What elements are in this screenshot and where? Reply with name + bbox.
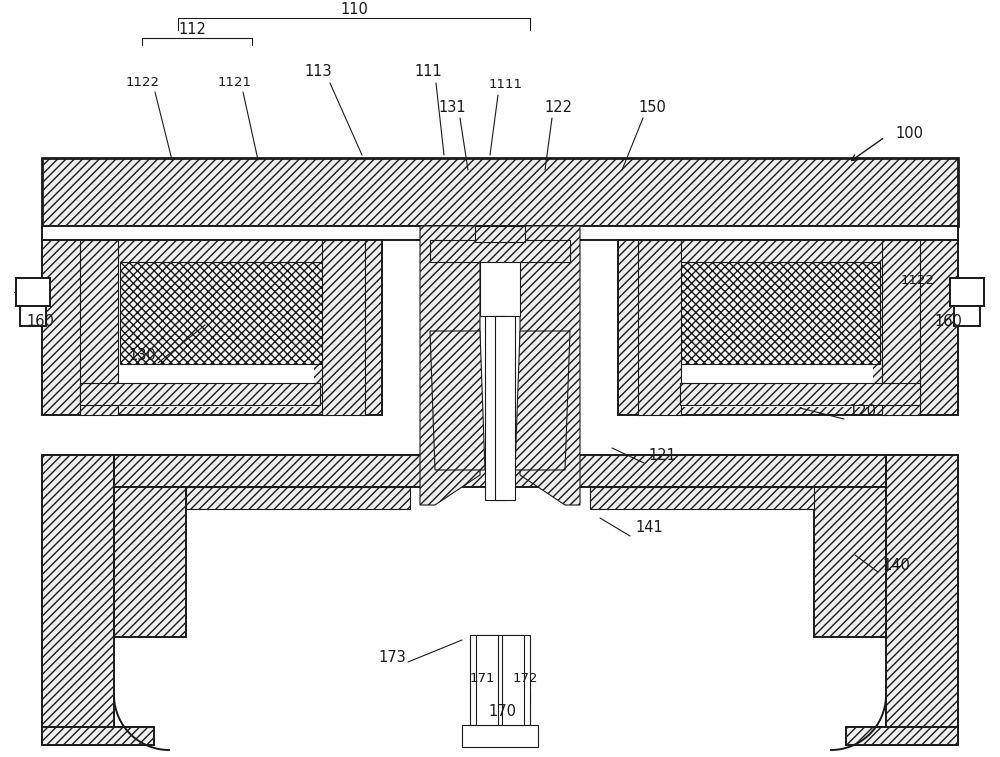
Text: 130: 130 <box>128 347 156 363</box>
Bar <box>590 487 814 509</box>
Bar <box>462 725 538 747</box>
Text: 141: 141 <box>635 521 663 535</box>
Bar <box>430 240 570 262</box>
Bar <box>120 262 344 364</box>
Text: 1122: 1122 <box>126 76 160 89</box>
Polygon shape <box>420 226 480 505</box>
Bar <box>618 240 958 415</box>
Text: 140: 140 <box>882 557 910 572</box>
Bar <box>480 226 520 316</box>
Polygon shape <box>430 331 485 470</box>
Bar <box>846 727 958 745</box>
Bar <box>475 226 525 242</box>
Bar <box>814 487 886 637</box>
Text: 1121: 1121 <box>218 76 252 89</box>
Text: 171: 171 <box>469 671 495 684</box>
Text: 100: 100 <box>895 126 923 141</box>
Text: 150: 150 <box>638 101 666 116</box>
Text: 1111: 1111 <box>489 79 523 92</box>
Text: 121: 121 <box>648 447 676 463</box>
Bar <box>502 635 524 725</box>
Text: 111: 111 <box>414 64 442 79</box>
Bar <box>42 240 382 415</box>
Bar <box>80 383 320 405</box>
Text: 131: 131 <box>438 101 466 116</box>
Bar <box>186 487 410 509</box>
Bar <box>954 306 980 326</box>
Bar <box>495 316 515 500</box>
Bar <box>882 240 920 415</box>
Text: 110: 110 <box>340 2 368 17</box>
Text: 172: 172 <box>512 671 538 684</box>
Bar <box>80 240 118 415</box>
Polygon shape <box>520 226 580 505</box>
Bar <box>476 635 498 725</box>
Bar <box>114 487 186 637</box>
Bar <box>485 316 505 500</box>
Bar <box>680 383 920 405</box>
Text: 160: 160 <box>26 314 54 329</box>
Bar <box>886 455 958 745</box>
Bar <box>42 226 958 240</box>
Text: 122: 122 <box>544 101 572 116</box>
Text: 120: 120 <box>848 404 876 419</box>
Bar <box>42 455 114 745</box>
Bar <box>639 262 873 407</box>
Text: 170: 170 <box>488 705 516 719</box>
Bar <box>656 262 880 364</box>
Bar <box>322 240 365 415</box>
Text: 113: 113 <box>304 64 332 79</box>
Text: 160: 160 <box>934 314 962 329</box>
Bar <box>42 727 154 745</box>
Bar <box>950 278 984 306</box>
Polygon shape <box>515 331 570 470</box>
Bar <box>80 262 314 407</box>
Text: 173: 173 <box>378 650 406 665</box>
Text: 112: 112 <box>178 23 206 38</box>
Text: 1122: 1122 <box>901 273 935 286</box>
Bar <box>16 278 50 306</box>
Bar <box>638 240 681 415</box>
Bar <box>42 158 958 226</box>
Bar <box>20 306 46 326</box>
Bar <box>114 455 886 487</box>
Bar <box>470 635 530 725</box>
